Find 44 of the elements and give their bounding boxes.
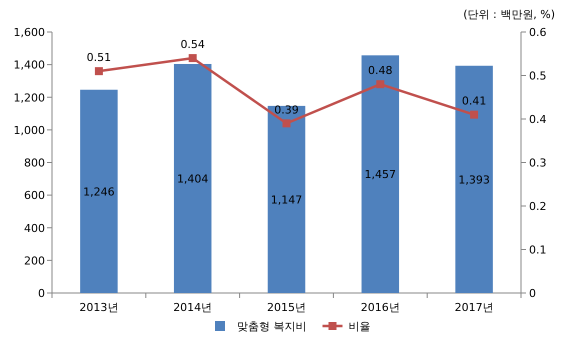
- y-tick-label: 600: [24, 189, 45, 202]
- bar: [362, 55, 400, 293]
- y2-tick-label: 0.3: [529, 156, 546, 170]
- bar: [455, 66, 493, 293]
- data-label: 0.39: [274, 103, 299, 116]
- y2-tick-label: 0.1: [529, 244, 546, 256]
- x-tick-label: 2013년: [79, 301, 118, 314]
- y-tick-label: 1,400: [14, 58, 45, 72]
- data-label: 0.41: [462, 94, 486, 108]
- y-tick-label: 800: [24, 156, 45, 170]
- data-label: 0.48: [368, 64, 393, 78]
- y2-tick-label: 0.2: [529, 200, 546, 213]
- point: [376, 80, 384, 88]
- y2-tick-label: 0.4: [529, 113, 546, 126]
- point: [94, 67, 103, 76]
- y2-tick-label: 0.5: [529, 70, 546, 82]
- data-label: 0.54: [180, 38, 205, 52]
- x-tick-label: 2016년: [360, 301, 400, 314]
- bar: [80, 90, 118, 293]
- y-tick-label: 400: [24, 222, 45, 235]
- y2-tick-label: 0.6: [529, 26, 546, 39]
- x-tick-label: 2015년: [267, 301, 306, 314]
- y2-tick-label: 0: [529, 287, 536, 300]
- data-label: 0.51: [86, 51, 112, 64]
- y-tick-label: 1,000: [14, 124, 45, 137]
- point: [188, 54, 197, 62]
- data-label: 1,393: [458, 173, 490, 186]
- y-tick-label: 200: [24, 254, 45, 268]
- point: [282, 119, 290, 128]
- x-tick-label: 2017년: [454, 301, 494, 314]
- y-tick-label: 1,600: [14, 26, 45, 39]
- legend-label: 비율: [348, 320, 370, 333]
- y-tick-label: 0: [38, 287, 45, 300]
- text: (단위 : 백만원, %): [463, 8, 555, 21]
- data-label: 1,404: [176, 172, 208, 186]
- y-tick-label: 1,200: [14, 91, 45, 104]
- bar: [268, 106, 306, 293]
- bar: [174, 64, 212, 293]
- x-tick-label: 2014년: [173, 301, 212, 314]
- point: [470, 110, 478, 119]
- data-label: 1,457: [364, 168, 396, 182]
- data-label: 1,147: [270, 193, 302, 206]
- legend-label: 맞춤형 복지비: [237, 320, 306, 333]
- data-label: 1,246: [83, 185, 115, 198]
